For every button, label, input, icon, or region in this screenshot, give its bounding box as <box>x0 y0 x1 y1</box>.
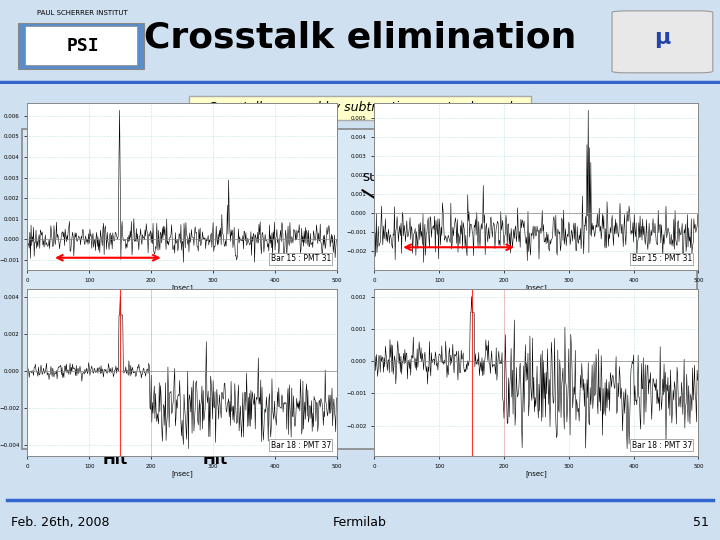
Text: Bar 18 : PMT 37: Bar 18 : PMT 37 <box>271 441 330 450</box>
Text: Bar 15 : PMT 31: Bar 15 : PMT 31 <box>631 254 692 264</box>
Text: subtract: subtract <box>362 170 420 184</box>
X-axis label: [nsec]: [nsec] <box>526 284 547 291</box>
FancyBboxPatch shape <box>189 96 531 120</box>
Text: Fermilab: Fermilab <box>333 516 387 529</box>
Text: 51: 51 <box>693 516 709 529</box>
Text: μ: μ <box>654 28 670 48</box>
Text: Hit: Hit <box>102 452 127 467</box>
FancyBboxPatch shape <box>612 11 713 73</box>
FancyBboxPatch shape <box>22 129 697 449</box>
X-axis label: [nsec]: [nsec] <box>171 470 193 477</box>
Text: PAUL SCHERRER INSTITUT: PAUL SCHERRER INSTITUT <box>37 10 128 16</box>
Text: PSI: PSI <box>66 37 99 55</box>
Text: Crosstalk removal by subtracting empty channel: Crosstalk removal by subtracting empty c… <box>208 101 512 114</box>
Text: Bar 18 : PMT 37: Bar 18 : PMT 37 <box>631 441 692 450</box>
FancyBboxPatch shape <box>25 26 137 65</box>
Text: Crosstalk elimination: Crosstalk elimination <box>144 21 576 55</box>
Text: Hit: Hit <box>202 452 228 467</box>
X-axis label: [nsec]: [nsec] <box>526 470 547 477</box>
FancyBboxPatch shape <box>18 23 144 69</box>
X-axis label: [nsec]: [nsec] <box>171 284 193 291</box>
Text: Feb. 26th, 2008: Feb. 26th, 2008 <box>11 516 109 529</box>
Text: Bar 15 : PMT 31: Bar 15 : PMT 31 <box>271 254 330 264</box>
